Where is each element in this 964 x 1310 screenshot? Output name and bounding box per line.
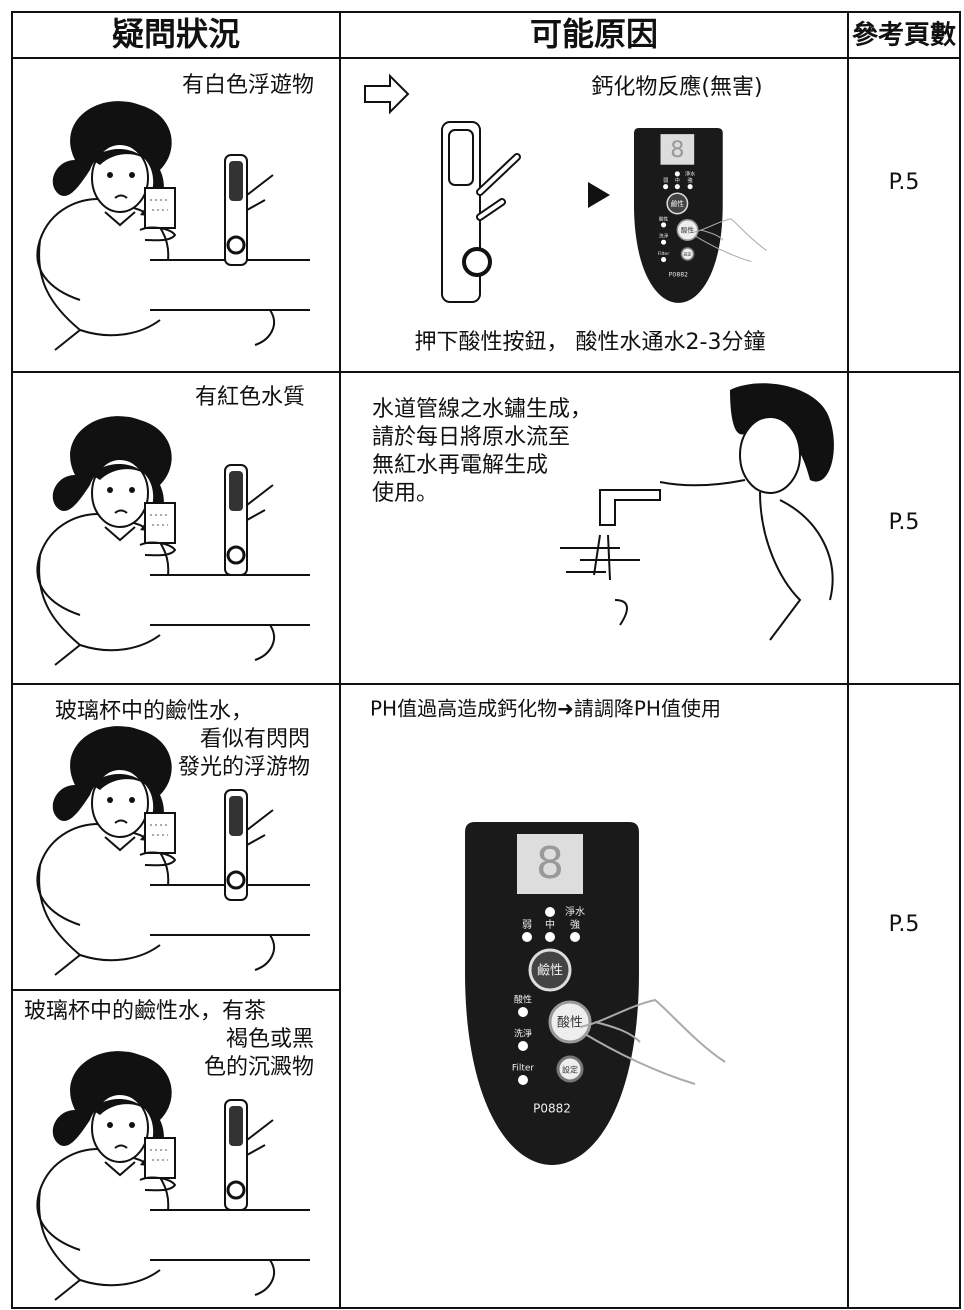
button — [528, 948, 572, 992]
cause-title: 鈣化物反應(無害) — [591, 74, 762, 100]
button-label: 鹼性 — [537, 963, 563, 979]
illustration — [223, 788, 275, 902]
display — [517, 834, 583, 894]
symptom: 有紅色水質 — [195, 385, 305, 410]
header-cell: 可能原因 — [530, 15, 658, 53]
button-label: 設定 — [562, 1065, 578, 1075]
indicator — [661, 239, 667, 245]
indicator — [687, 184, 693, 190]
illustration — [36, 415, 311, 666]
illustration — [560, 383, 834, 641]
header-cell: 疑問狀況 — [112, 15, 240, 53]
illustration — [36, 1050, 311, 1301]
panel-label: 中 — [545, 918, 555, 931]
indicator — [570, 932, 580, 942]
page-ref: P.5 — [889, 912, 920, 937]
panel-label: Filter — [512, 1064, 535, 1074]
panel-body — [634, 128, 723, 303]
control-panel: 8淨水弱中強鹼性酸性洗淨Filter酸性設定P0882 — [634, 128, 767, 303]
panel-label: 中 — [675, 177, 680, 184]
symptom: 玻璃杯中的鹼性水， — [55, 699, 253, 724]
symptom: 看似有閃閃 — [200, 727, 310, 752]
display-digit: 8 — [536, 838, 564, 889]
symptom: 玻璃杯中的鹼性水，有茶 — [24, 999, 266, 1024]
illustration — [223, 153, 275, 267]
model-label: P0882 — [669, 271, 688, 278]
indicator — [522, 932, 532, 942]
hand — [579, 998, 726, 1085]
cause-caption: 押下酸性按鈕， 酸性水通水2-3分鐘 — [415, 330, 766, 355]
cause-line: 無紅水再電解生成 — [372, 453, 548, 478]
indicator — [661, 257, 667, 263]
button — [666, 192, 689, 215]
panel-label: Filter — [658, 251, 669, 257]
indicator — [518, 1075, 528, 1085]
display-digit: 8 — [670, 137, 684, 163]
indicator — [518, 1041, 528, 1051]
symptom: 發光的浮游物 — [178, 755, 310, 780]
button — [556, 1055, 584, 1083]
illustration — [223, 463, 275, 577]
header-cell: 參考頁數 — [852, 20, 956, 51]
display — [660, 134, 695, 165]
table-grid — [11, 11, 961, 1309]
button — [676, 219, 699, 241]
cause-line: 請於每日將原水流至 — [372, 425, 570, 450]
indicator — [674, 171, 680, 177]
page-ref: P.5 — [889, 170, 920, 195]
symptom: 色的沉澱物 — [204, 1055, 314, 1080]
indicator — [663, 184, 669, 190]
panel-label: 酸性 — [659, 215, 669, 222]
arrow-icon — [364, 73, 410, 115]
indicator — [518, 1007, 528, 1017]
button-label: 鹼性 — [671, 199, 685, 208]
illustration — [223, 1098, 275, 1212]
indicator — [661, 222, 667, 228]
cause-line: 使用。 — [372, 481, 438, 506]
button-label: 酸性 — [681, 226, 695, 235]
button — [680, 247, 695, 261]
indicator — [545, 932, 555, 942]
panel-label: 弱 — [522, 919, 532, 931]
panel-label: 洗淨 — [659, 233, 669, 240]
indicator — [674, 184, 680, 190]
button-label: 設定 — [683, 250, 691, 256]
panel-label: 強 — [570, 918, 580, 931]
illustration — [36, 100, 311, 351]
panel-label: 弱 — [663, 178, 668, 184]
cause-line: 水道管線之水鏽生成， — [372, 397, 592, 422]
indicator — [545, 907, 555, 917]
panel-label: 淨水 — [685, 170, 695, 177]
page-ref: P.5 — [889, 510, 920, 535]
panel-label: 酸性 — [514, 994, 532, 1006]
panel-label: 洗淨 — [514, 1028, 532, 1040]
panel-label: 強 — [688, 177, 693, 184]
model-label: P0882 — [533, 1102, 571, 1116]
hand — [692, 218, 767, 263]
faucet-drawing — [441, 121, 521, 303]
symptom: 褐色或黑 — [226, 1027, 314, 1052]
panel-label: 淨水 — [565, 906, 585, 918]
button-label: 酸性 — [557, 1016, 583, 1031]
cause-title: PH值過高造成鈣化物➜請調降PH值使用 — [370, 697, 721, 721]
button — [548, 1000, 592, 1044]
panel-body — [465, 822, 639, 1165]
arrow-icon — [588, 182, 610, 208]
symptom: 有白色浮遊物 — [182, 73, 314, 98]
